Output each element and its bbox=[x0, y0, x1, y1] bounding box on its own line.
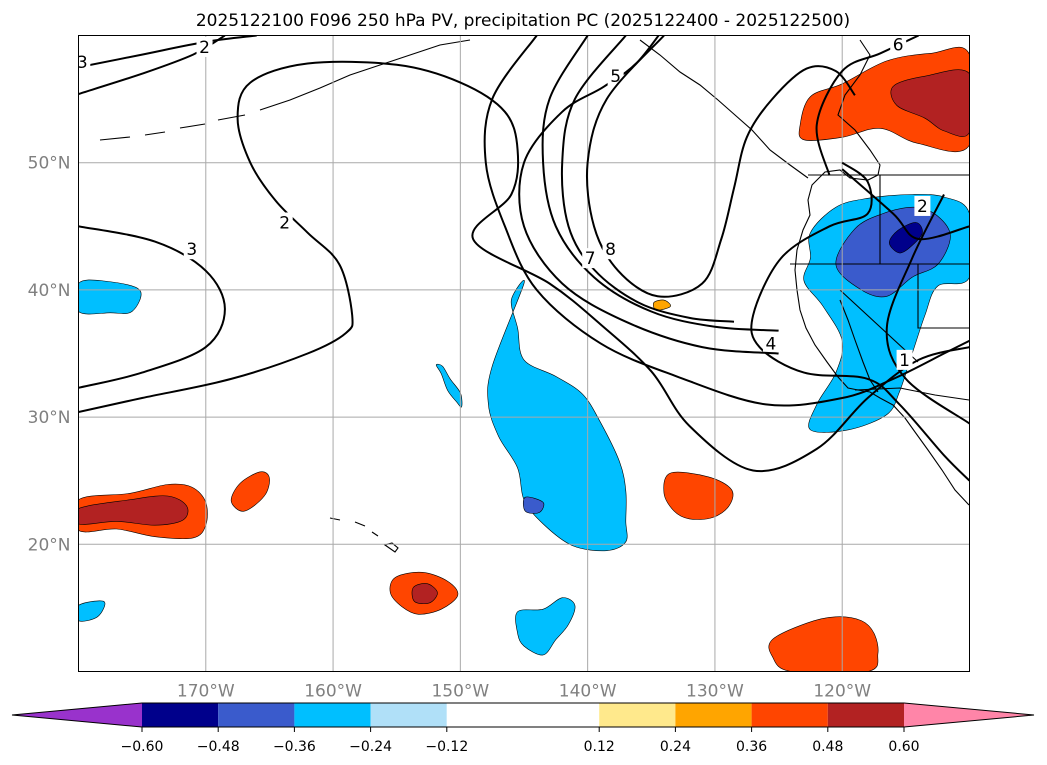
precip-region-3 bbox=[78, 279, 142, 315]
pv-contour-label-2: 2 bbox=[279, 213, 290, 233]
precip-region-0 bbox=[487, 280, 628, 552]
pv-contour-label-4: 4 bbox=[766, 334, 777, 354]
pv-contour-label-0: 3 bbox=[77, 53, 88, 73]
colorbar-tick-label-0: −0.60 bbox=[121, 739, 164, 755]
colorbar-box-1 bbox=[142, 703, 219, 727]
colorbar-box-8 bbox=[751, 703, 828, 727]
coastline-alaska-panhandle bbox=[639, 39, 809, 179]
colorbar-tick-label-3: −0.24 bbox=[349, 739, 392, 755]
colorbar-box-5 bbox=[446, 703, 600, 727]
colorbar-extend-low bbox=[12, 703, 142, 727]
colorbar-tick-label-6: 0.24 bbox=[660, 739, 691, 755]
pv-contour-7-10 bbox=[560, 35, 735, 323]
islands-hawaii bbox=[329, 517, 399, 553]
pv-contour-label-bg-10 bbox=[582, 248, 599, 269]
x-tick-label-2: 150°W bbox=[431, 682, 489, 702]
pv-contour-label-6: 2 bbox=[917, 197, 928, 217]
colorbar-box-6 bbox=[599, 703, 676, 727]
pv-contour-label-bg-0 bbox=[78, 52, 91, 73]
pv-contour-label-bg-3 bbox=[183, 239, 200, 260]
pv-contour-2-2 bbox=[78, 60, 970, 473]
colorbar-boxes bbox=[11, 702, 1035, 728]
colorbar-box-4 bbox=[370, 703, 447, 727]
pv-contour-3-3 bbox=[78, 225, 226, 389]
colorbar-box-9 bbox=[827, 703, 904, 727]
chart-title: 2025122100 F096 250 hPa PV, precipitatio… bbox=[196, 11, 850, 31]
precip-region-13 bbox=[411, 583, 438, 605]
coastline-alaska-peninsula bbox=[259, 39, 471, 111]
colorbar-tick-label-4: −0.12 bbox=[425, 739, 468, 755]
pv-contour-layer: 3 2 2 3 4 1 2 5 7 8 6 bbox=[77, 35, 970, 482]
precip-region-4 bbox=[78, 600, 106, 622]
pv-contour-label-bg-5 bbox=[896, 349, 913, 370]
coastline-layer bbox=[99, 39, 970, 553]
pv-contour-label-bg-4 bbox=[762, 333, 779, 354]
map-frame bbox=[78, 35, 970, 672]
pv-contour-1-5 bbox=[885, 194, 970, 425]
pv-contour-label-8: 5 bbox=[610, 67, 621, 87]
pv-contour-4-7 bbox=[483, 35, 970, 407]
map-area: 3 2 2 3 4 1 2 5 7 8 6 bbox=[77, 35, 970, 672]
colorbar-tick-label-1: −0.48 bbox=[197, 739, 240, 755]
pv-contour-label-10: 7 bbox=[585, 249, 596, 269]
coastline-baja-california bbox=[839, 299, 879, 393]
pv-contour-label-bg-1 bbox=[196, 36, 213, 57]
colorbar-box-7 bbox=[675, 703, 752, 727]
colorbar-tick-label-2: −0.36 bbox=[273, 739, 316, 755]
x-axis-ticks: 170°W 160°W 150°W 140°W 130°W 120°W bbox=[177, 682, 871, 702]
coastline-north-america bbox=[794, 39, 970, 506]
precip-region-14 bbox=[663, 471, 734, 520]
y-axis-ticks: 20°N 30°N 40°N 50°N bbox=[28, 154, 71, 556]
colorbar-extend-high bbox=[904, 703, 1034, 727]
colorbar-ticks: −0.60 −0.48 −0.36 −0.24 −0.12 0.12 0.24 0.36 0.4… bbox=[121, 727, 920, 755]
pv-contour-8-11 bbox=[585, 35, 856, 298]
precip-region-1 bbox=[522, 496, 545, 514]
precip-region-10 bbox=[78, 495, 189, 526]
state-borders bbox=[790, 175, 969, 363]
y-tick-label-3: 50°N bbox=[28, 154, 71, 174]
colorbar-tick-label-7: 0.36 bbox=[736, 739, 767, 755]
colorbar: −0.60 −0.48 −0.36 −0.24 −0.12 0.12 0.24 0.36 0.4… bbox=[11, 702, 1035, 755]
y-tick-label-2: 40°N bbox=[28, 281, 71, 301]
pv-contour-6-9 bbox=[541, 35, 779, 332]
pv-contour-label-12: 6 bbox=[893, 35, 904, 55]
colorbar-box-2 bbox=[218, 703, 295, 727]
precipitation-layer bbox=[78, 46, 970, 672]
pv-contour-4-4 bbox=[750, 161, 970, 482]
precip-region-11 bbox=[230, 471, 270, 512]
pv-contour-label-3: 3 bbox=[186, 240, 197, 260]
pv-contour-label-bg-11 bbox=[602, 239, 619, 260]
y-tick-label-0: 20°N bbox=[28, 535, 71, 555]
pv-contour-3-0 bbox=[78, 35, 257, 69]
islands-aleutian bbox=[99, 114, 246, 141]
precip-region-8 bbox=[888, 222, 923, 254]
x-tick-label-4: 130°W bbox=[686, 682, 744, 702]
pv-contour-label-bg-2 bbox=[276, 212, 293, 233]
pv-contour-label-bg-12 bbox=[890, 35, 907, 55]
pv-contour-label-5: 1 bbox=[899, 351, 910, 371]
colorbar-box-3 bbox=[294, 703, 371, 727]
colorbar-tick-label-8: 0.48 bbox=[812, 739, 843, 755]
precip-region-5 bbox=[515, 597, 576, 656]
x-tick-label-1: 160°W bbox=[304, 682, 362, 702]
x-tick-label-0: 170°W bbox=[177, 682, 235, 702]
pv-contour-label-1: 2 bbox=[199, 38, 210, 58]
y-tick-label-1: 30°N bbox=[28, 408, 71, 428]
pv-contour-2-6 bbox=[841, 168, 970, 241]
x-tick-label-3: 140°W bbox=[559, 682, 617, 702]
colorbar-tick-label-5: 0.12 bbox=[584, 739, 615, 755]
precip-region-16 bbox=[798, 46, 970, 153]
x-tick-label-5: 120°W bbox=[813, 682, 871, 702]
colorbar-tick-label-9: 0.60 bbox=[888, 739, 919, 755]
pv-contour-label-bg-6 bbox=[914, 195, 931, 216]
precip-region-17 bbox=[890, 69, 970, 137]
precip-region-2 bbox=[435, 363, 463, 408]
pv-contour-label-11: 8 bbox=[605, 240, 616, 260]
precip-region-15 bbox=[768, 616, 879, 672]
